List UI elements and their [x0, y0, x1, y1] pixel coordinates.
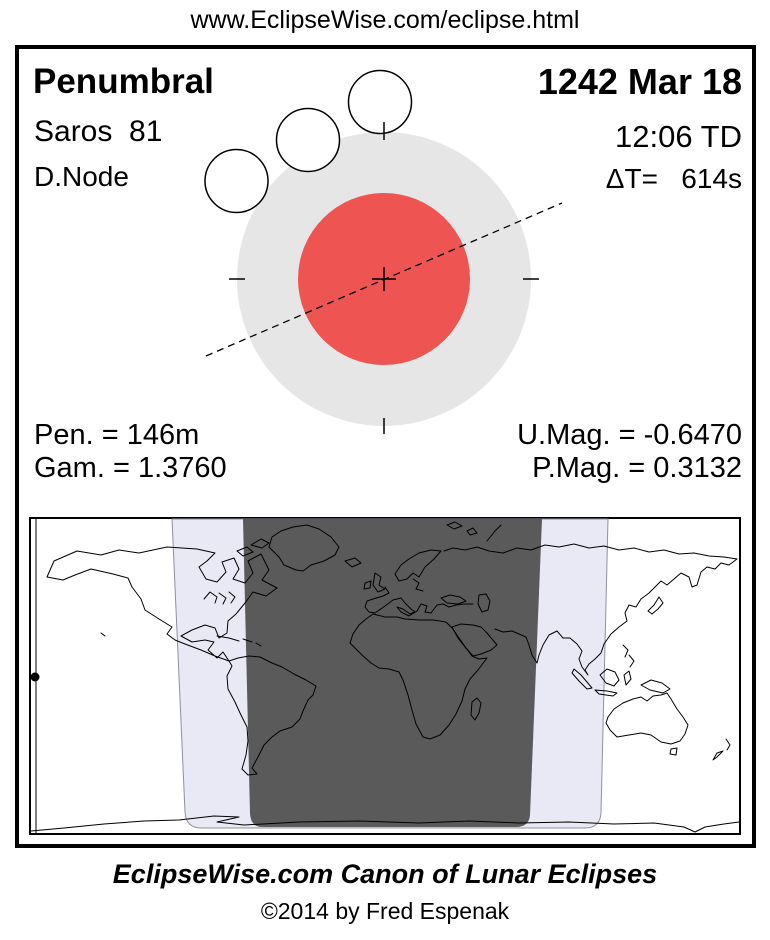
- saros-label: Saros 81: [34, 115, 163, 148]
- penumbral-duration-label: Pen. = 146m: [34, 419, 200, 451]
- eclipse-type-label: Penumbral: [33, 62, 214, 101]
- time-label: 12:06 TD: [615, 119, 742, 154]
- moon-circle-p4: [347, 69, 413, 135]
- visibility-map: [29, 517, 741, 835]
- world-coastlines: [30, 521, 740, 833]
- eclipse-card: Penumbral Saros 81 D.Node 1242 Mar 18 12…: [15, 45, 756, 848]
- footer-title: EclipseWise.com Canon of Lunar Eclipses: [112, 859, 658, 889]
- gamma-label: Gam. = 1.3760: [34, 452, 227, 484]
- moon-circle-greatest: [275, 107, 341, 173]
- url-header: www.EclipseWise.com/eclipse.html: [190, 6, 580, 34]
- eclipse-geometry-diagram: [204, 69, 563, 434]
- moon-circle-p1: [204, 148, 269, 214]
- node-label: D.Node: [34, 161, 129, 192]
- moon-positions: [204, 69, 413, 214]
- zenith-point: [30, 672, 40, 682]
- penumbral-magnitude-label: P.Mag. = 0.3132: [532, 452, 742, 484]
- umbral-magnitude-label: U.Mag. = -0.6470: [517, 419, 742, 451]
- delta-t-label: ΔT= 614s: [605, 163, 742, 194]
- footer-copyright: ©2014 by Fred Espenak: [260, 898, 510, 924]
- center-cross: [372, 267, 396, 291]
- visibility-band-dark: [243, 519, 542, 827]
- date-label: 1242 Mar 18: [537, 61, 742, 102]
- cardinal-tick-marks: [229, 122, 539, 434]
